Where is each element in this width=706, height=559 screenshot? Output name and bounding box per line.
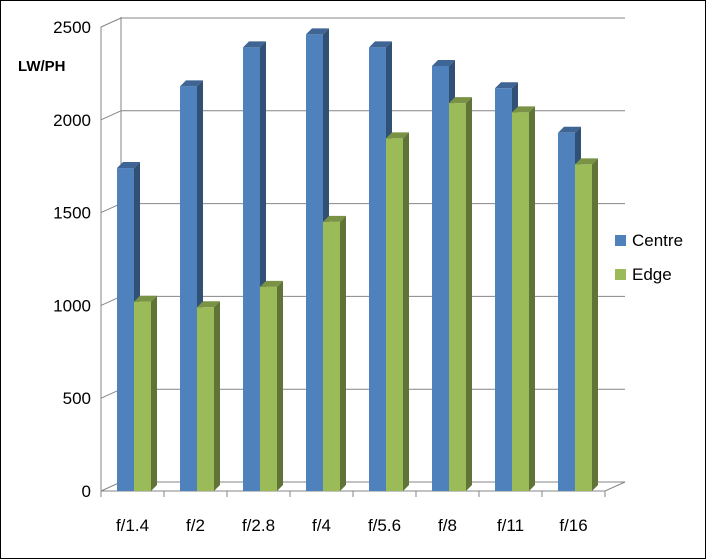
bar-side <box>466 97 472 491</box>
bar-top <box>323 215 346 222</box>
bar-side <box>403 132 409 492</box>
bar-top <box>134 295 157 302</box>
y-tick-label: 500 <box>63 389 91 408</box>
bar-front <box>369 47 386 491</box>
bar-edge-f/4 <box>323 215 346 491</box>
x-tick-label: f/5.6 <box>368 516 401 535</box>
x-tick-label: f/1.4 <box>116 516 149 535</box>
legend-swatch <box>615 235 626 246</box>
bar-edge-f/2 <box>197 301 220 491</box>
bar-top <box>449 97 472 104</box>
bar-top <box>260 280 283 287</box>
bar-top <box>495 82 518 89</box>
bar-side <box>214 301 220 491</box>
legend-label: Edge <box>632 265 672 284</box>
chart-walls <box>100 17 626 492</box>
bar-side <box>151 295 157 491</box>
legend-label: Centre <box>632 231 683 250</box>
bar-top <box>117 162 140 169</box>
x-tick-label: f/4 <box>312 516 331 535</box>
bar-front <box>323 221 340 491</box>
x-tick-label: f/2 <box>186 516 205 535</box>
bar-edge-f/5.6 <box>386 132 409 492</box>
bar-edge-f/16 <box>575 158 598 491</box>
bar-front <box>558 132 575 492</box>
bar-front <box>575 164 592 491</box>
y-tick-label: 2000 <box>53 111 91 130</box>
bar-top <box>432 59 455 66</box>
bar-front <box>386 138 403 492</box>
gridlines <box>100 17 625 399</box>
legend-item-edge: Edge <box>615 265 672 284</box>
y-tick-label: 1500 <box>53 204 91 223</box>
x-tick-label: f/16 <box>559 516 587 535</box>
legend-swatch <box>615 269 626 280</box>
y-axis-label: LW/PH <box>18 58 66 75</box>
y-tick-label: 2500 <box>53 18 91 37</box>
bar-side <box>592 158 598 491</box>
bar-top <box>386 132 409 139</box>
bar-front <box>306 34 323 491</box>
bar-top <box>243 41 266 48</box>
bar-front <box>449 103 466 491</box>
bars <box>117 28 598 492</box>
bar-top <box>369 41 392 48</box>
legend: Centre Edge <box>615 231 683 284</box>
bar-front <box>495 88 512 492</box>
bar-top <box>180 80 203 87</box>
bar-edge-f/1.4 <box>134 295 157 491</box>
bar-top <box>558 126 581 133</box>
bar-top <box>197 301 220 308</box>
bar-side <box>277 280 283 491</box>
x-tick-label: f/8 <box>438 516 457 535</box>
bar-side <box>340 215 346 491</box>
legend-item-centre: Centre <box>615 231 683 250</box>
bar-side <box>529 106 535 491</box>
bar-front <box>180 86 197 491</box>
bar-front <box>432 65 449 491</box>
bar-front <box>243 47 260 491</box>
bar-top <box>512 106 535 113</box>
gridline-slant <box>100 17 122 28</box>
bar-front <box>134 301 151 491</box>
y-tick-label: 0 <box>82 482 91 501</box>
y-tick-label: 1000 <box>53 296 91 315</box>
bar-edge-f/8 <box>449 97 472 491</box>
bar-edge-f/2.8 <box>260 280 283 491</box>
x-tick-label: f/2.8 <box>242 516 275 535</box>
gridline-slant <box>100 110 122 121</box>
bar-top <box>306 28 329 35</box>
bar-front <box>197 307 214 491</box>
bar-front <box>260 286 277 491</box>
bar-front <box>512 112 529 491</box>
x-axis-ticks: f/1.4 f/2 f/2.8 f/4 f/5.6 f/8 f/11 f/16 <box>100 491 606 535</box>
y-axis-ticks: 0 500 1000 1500 2000 2500 <box>53 18 91 501</box>
x-tick-label: f/11 <box>497 516 524 535</box>
bar-edge-f/11 <box>512 106 535 491</box>
bar-front <box>117 168 134 491</box>
bar-top <box>575 158 598 165</box>
floor <box>100 481 626 492</box>
